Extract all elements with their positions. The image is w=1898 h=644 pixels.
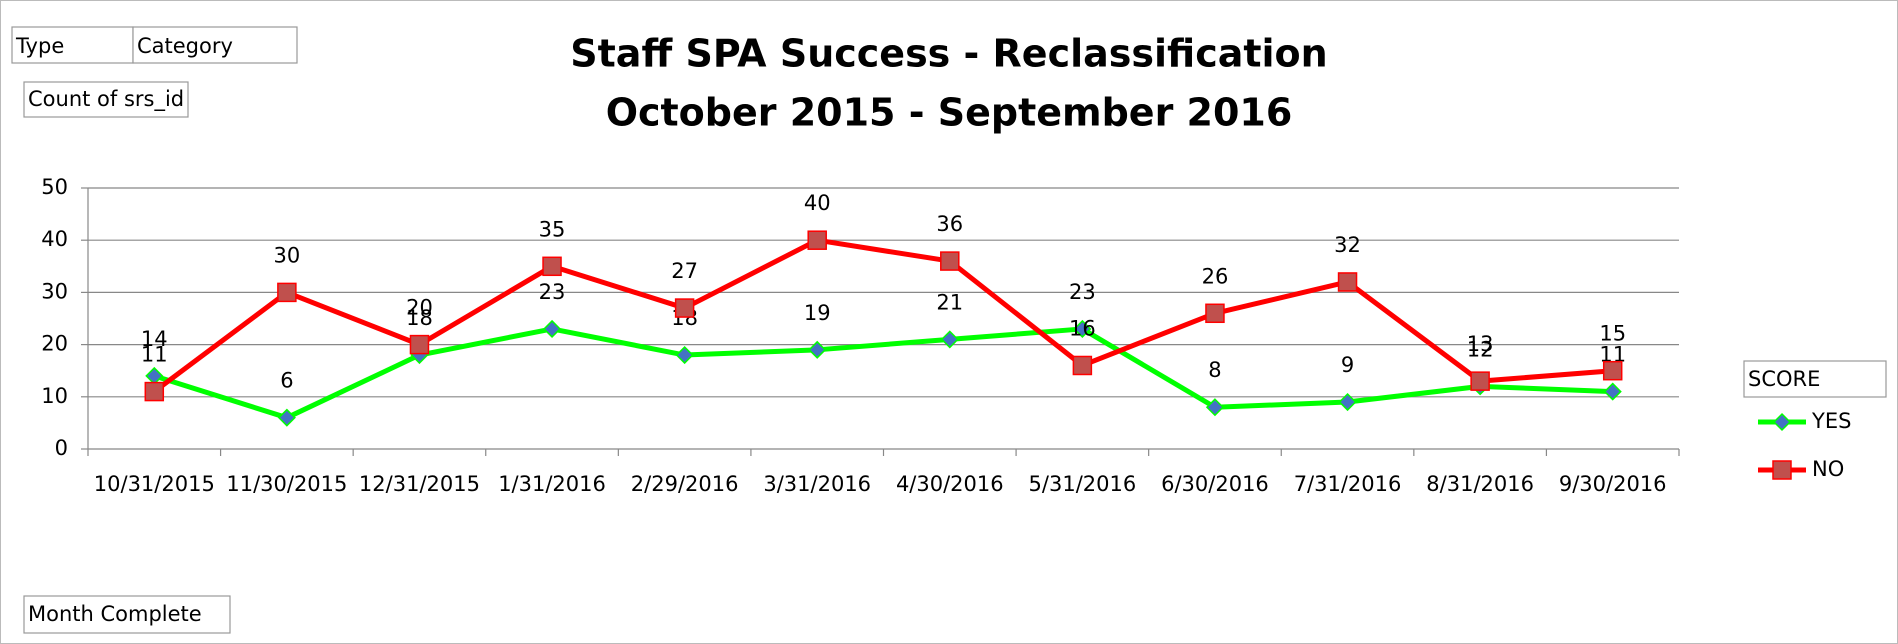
y-tick-label: 20 <box>41 332 68 356</box>
data-point <box>1603 382 1622 401</box>
x-tick-label: 8/31/2016 <box>1426 472 1534 496</box>
x-tick-label: 12/31/2015 <box>359 472 480 496</box>
data-point <box>1205 398 1225 417</box>
x-tick-label: 9/30/2016 <box>1559 472 1667 496</box>
y-tick-label: 30 <box>41 279 68 303</box>
data-label: 21 <box>936 290 963 314</box>
chart-title: Staff SPA Success - Reclassification <box>570 32 1327 76</box>
data-point <box>1602 360 1623 381</box>
data-point <box>144 381 165 402</box>
data-label: 35 <box>539 217 566 241</box>
y-tick-label: 40 <box>41 227 68 251</box>
y-tick-label: 10 <box>41 384 68 408</box>
x-tick-label: 1/31/2016 <box>498 472 606 496</box>
legend-title: SCORE <box>1748 367 1820 391</box>
legend-title-box[interactable] <box>1743 360 1887 398</box>
data-point <box>1470 371 1490 391</box>
data-label: 18 <box>406 306 433 330</box>
data-label: 40 <box>804 191 831 215</box>
legend-label: YES <box>1811 409 1851 433</box>
legend-label: NO <box>1812 457 1844 481</box>
data-point <box>1205 303 1225 324</box>
series-line <box>152 237 1613 394</box>
data-label: 14 <box>141 327 168 351</box>
data-label: 26 <box>1202 264 1229 288</box>
data-label: 23 <box>539 280 566 304</box>
data-label: 11 <box>141 343 168 367</box>
filter-button-label[interactable]: Type <box>15 34 64 58</box>
chart-subtitle: October 2015 - September 2016 <box>606 91 1293 135</box>
x-tick-label: 7/31/2016 <box>1294 472 1402 496</box>
data-label: 13 <box>1467 332 1494 356</box>
value-button[interactable] <box>23 81 189 118</box>
x-tick-label: 2/29/2016 <box>631 472 739 496</box>
data-label: 36 <box>936 212 963 236</box>
x-tick-label: 10/31/2015 <box>94 472 215 496</box>
data-point <box>277 408 296 427</box>
data-point <box>940 330 959 349</box>
x-tick-label: 11/30/2015 <box>226 472 347 496</box>
data-point <box>1337 272 1358 292</box>
data-label: 15 <box>1599 322 1626 346</box>
axis-button[interactable] <box>23 595 231 634</box>
data-label: 30 <box>274 243 301 267</box>
data-point <box>674 298 695 318</box>
data-point <box>808 340 827 359</box>
data-point <box>940 251 960 271</box>
data-point <box>1072 355 1093 376</box>
data-point <box>1338 392 1357 412</box>
data-label: 16 <box>1069 316 1096 340</box>
x-tick-label: 3/31/2016 <box>763 472 871 496</box>
data-point <box>1073 319 1092 339</box>
filter-button[interactable] <box>132 26 298 64</box>
y-tick-label: 50 <box>41 175 68 199</box>
value-button-label[interactable]: Count of srs_id <box>28 87 184 112</box>
data-point <box>807 230 827 250</box>
x-tick-label: 6/30/2016 <box>1161 472 1269 496</box>
x-tick-label: 4/30/2016 <box>896 472 1004 496</box>
data-point <box>542 319 562 339</box>
y-tick-label: 0 <box>55 436 68 460</box>
data-label: 8 <box>1208 358 1221 382</box>
data-point <box>409 334 430 355</box>
filter-button[interactable] <box>11 26 134 64</box>
legend-marker <box>1772 412 1792 432</box>
data-label: 19 <box>804 301 831 325</box>
data-label: 12 <box>1467 337 1494 361</box>
data-point <box>675 345 694 365</box>
data-label: 6 <box>280 369 293 393</box>
data-label: 23 <box>1069 280 1096 304</box>
data-label: 9 <box>1341 353 1354 377</box>
axis-button-label[interactable]: Month Complete <box>28 602 202 626</box>
legend-marker <box>1772 460 1792 480</box>
data-label: 32 <box>1334 233 1361 257</box>
data-label: 27 <box>671 259 698 283</box>
data-label: 20 <box>406 296 433 320</box>
data-point <box>277 282 297 303</box>
data-point <box>542 256 562 277</box>
filter-button-label[interactable]: Category <box>137 34 233 58</box>
x-tick-label: 5/31/2016 <box>1029 472 1137 496</box>
series-line <box>153 326 1613 421</box>
